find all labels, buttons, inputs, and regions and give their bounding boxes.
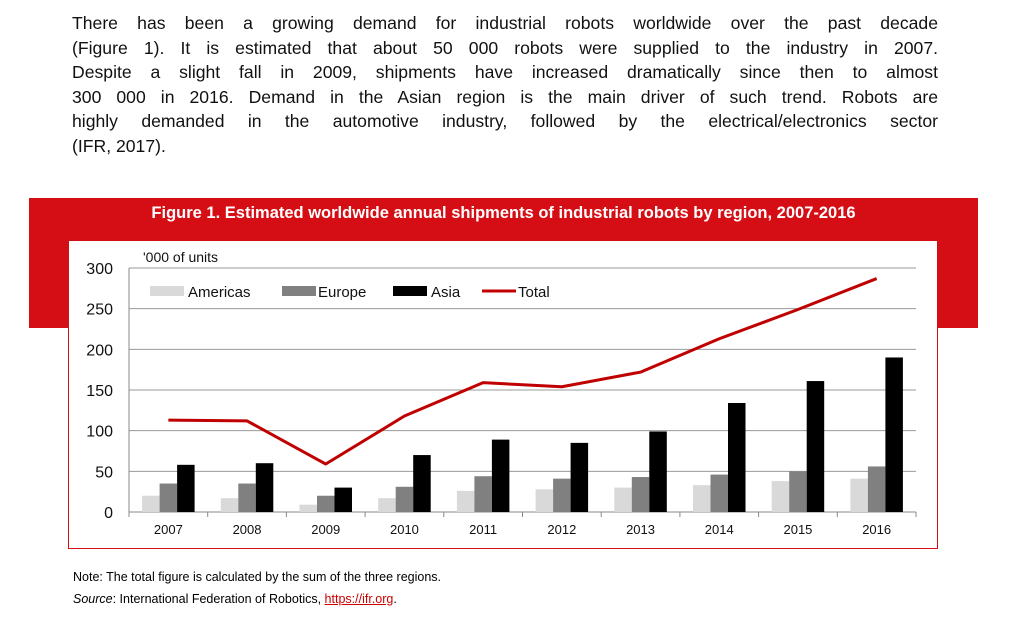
y-tick-label: 250 [86, 302, 113, 319]
bar-americas [850, 478, 868, 512]
figure-source: Source: International Federation of Robo… [73, 592, 397, 606]
paragraph-line: (Figure 1). It is estimated that about 5… [72, 37, 938, 58]
paragraph-line: Despite a slight fall in 2009, shipments… [72, 62, 938, 83]
paragraph-line: (IFR, 2017). [72, 135, 166, 156]
x-tick-label: 2007 [154, 522, 183, 537]
x-tick-label: 2008 [233, 522, 262, 537]
bar-europe [789, 471, 807, 512]
source-text: : International Federation of Robotics, [112, 592, 325, 606]
x-tick-label: 2014 [705, 522, 734, 537]
legend-swatch [150, 286, 184, 296]
y-tick-label: 100 [86, 424, 113, 441]
intro-paragraph: There has been a growing demand for indu… [72, 11, 938, 159]
source-link[interactable]: https://ifr.org [324, 592, 394, 606]
bar-americas [693, 485, 711, 512]
bar-asia [255, 463, 274, 512]
bar-asia [334, 487, 352, 512]
bar-americas [771, 481, 790, 512]
legend-swatch [393, 286, 427, 296]
bar-asia [413, 455, 431, 512]
bar-americas [456, 490, 475, 512]
y-axis-label: '000 of units [143, 249, 218, 265]
x-tick-label: 2013 [626, 522, 655, 537]
bar-europe [474, 476, 492, 512]
bar-europe [159, 483, 178, 512]
bar-asia [728, 403, 746, 512]
bar-asia [806, 381, 825, 512]
bar-asia [885, 357, 903, 512]
bar-europe [710, 474, 728, 512]
paragraph-line: There has been a growing demand for indu… [72, 13, 938, 33]
y-tick-label: 200 [86, 342, 113, 359]
figure-title: Figure 1. Estimated worldwide annual shi… [151, 204, 856, 222]
bar-asia [570, 442, 589, 512]
bar-americas [614, 487, 632, 512]
figure-note: Note: The total figure is calculated by … [73, 570, 442, 584]
y-tick-label: 0 [104, 505, 113, 522]
x-tick-label: 2015 [783, 522, 812, 537]
paragraph-line: 300 000 in 2016. Demand in the Asian reg… [72, 86, 938, 107]
x-tick-label: 2010 [390, 522, 419, 537]
bar-americas [220, 498, 239, 512]
x-tick-label: 2012 [547, 522, 576, 537]
y-tick-label: 150 [86, 383, 113, 400]
x-tick-label: 2016 [862, 522, 891, 537]
bar-asia [177, 464, 195, 512]
bar-americas [142, 495, 160, 512]
legend-label: Asia [431, 284, 461, 301]
legend-label: Europe [318, 284, 366, 301]
legend-label: Americas [188, 284, 251, 301]
bar-europe [631, 477, 650, 512]
x-tick-label: 2011 [469, 522, 497, 537]
source-label: Source [73, 592, 113, 606]
legend-label: Total [518, 284, 550, 301]
bar-asia [649, 431, 667, 512]
legend-swatch [282, 286, 316, 296]
bar-americas [299, 504, 317, 512]
bar-asia [491, 439, 510, 512]
y-tick-label: 300 [86, 261, 113, 278]
source-end: . [393, 592, 397, 606]
series-line-total [168, 277, 878, 466]
x-tick-label: 2009 [311, 522, 340, 537]
bar-americas [535, 489, 554, 512]
bar-europe [867, 466, 886, 512]
bar-europe [395, 486, 414, 512]
bar-americas [378, 498, 396, 512]
bar-europe [317, 495, 335, 512]
paragraph-line: highly demanded in the automotive indust… [72, 111, 938, 132]
bar-europe [238, 483, 256, 512]
y-tick-label: 50 [95, 464, 113, 481]
bar-europe [553, 478, 571, 512]
